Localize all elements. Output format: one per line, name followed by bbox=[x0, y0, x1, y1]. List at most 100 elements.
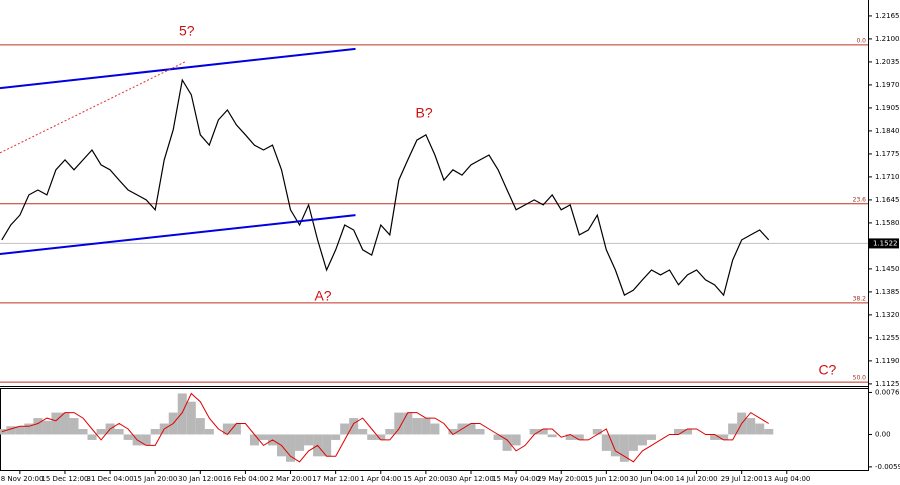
x-tick-label: 15 Jan 20:00 bbox=[133, 475, 177, 483]
x-tick-label: 30 Apr 12:00 bbox=[448, 475, 494, 483]
fib-level-label: 0.0 bbox=[856, 37, 866, 44]
oscillator-bar bbox=[304, 434, 314, 446]
oscillator-bar bbox=[610, 434, 620, 457]
oscillator-bar bbox=[231, 423, 241, 435]
oscillator-bar bbox=[394, 412, 404, 435]
y-tick-label: 1.1710 bbox=[875, 173, 900, 181]
y-tick-label: 1.1385 bbox=[875, 288, 900, 296]
oscillator-bar bbox=[358, 429, 368, 435]
oscillator-bar bbox=[222, 423, 232, 435]
oscillator-bar bbox=[646, 434, 656, 440]
oscillator-bar bbox=[385, 429, 395, 435]
oscillator-bar bbox=[195, 418, 205, 435]
oscillator-bar bbox=[710, 434, 720, 440]
oscillator-bar bbox=[412, 418, 422, 435]
oscillator-bar bbox=[746, 418, 756, 435]
oscillator-bar bbox=[204, 429, 214, 435]
oscillator-bar bbox=[448, 429, 458, 435]
oscillator-bar bbox=[502, 434, 512, 451]
wave-label: A? bbox=[314, 288, 331, 304]
oscillator-bar bbox=[177, 393, 187, 435]
oscillator-bar bbox=[24, 423, 34, 435]
oscillator-bar bbox=[367, 434, 377, 440]
fib-level-label: 23.6 bbox=[853, 196, 867, 203]
y-tick-label: 1.1190 bbox=[875, 357, 900, 365]
oscillator-bar bbox=[421, 418, 431, 435]
y-tick-label: 1.1840 bbox=[875, 127, 900, 135]
y-tick-label: 1.2165 bbox=[875, 12, 900, 20]
oscillator-bar bbox=[141, 434, 151, 446]
y-tick-label: 1.1970 bbox=[875, 81, 900, 89]
oscillator-bar bbox=[764, 429, 774, 435]
fib-level-label: 38.2 bbox=[853, 295, 867, 302]
oscillator-bar bbox=[403, 412, 413, 435]
oscillator-bar bbox=[547, 434, 557, 438]
x-tick-label: 2 Mar 20:00 bbox=[269, 475, 311, 483]
oscillator-bar bbox=[466, 423, 476, 435]
oscillator-bar bbox=[322, 434, 332, 457]
oscillator-bar bbox=[69, 418, 79, 435]
oscillator-bar bbox=[755, 423, 765, 435]
oscillator-bar bbox=[340, 423, 350, 435]
x-tick-label: 15 May 04:00 bbox=[492, 475, 540, 483]
wave-label: 5? bbox=[179, 23, 195, 39]
y-tick-label: 1.1255 bbox=[875, 334, 900, 342]
oscillator-bar bbox=[51, 412, 61, 435]
oscillator-bar bbox=[592, 429, 602, 435]
x-tick-label: 1 Apr 04:00 bbox=[360, 475, 401, 483]
x-tick-label: 29 May 20:00 bbox=[537, 475, 585, 483]
x-tick-label: 14 Jul 20:00 bbox=[676, 475, 718, 483]
oscillator-bar bbox=[150, 429, 160, 435]
x-tick-label: 15 Apr 20:00 bbox=[403, 475, 449, 483]
oscillator-bar bbox=[123, 434, 133, 440]
y-tick-label: 1.1775 bbox=[875, 150, 900, 158]
y-tick-label: 1.1125 bbox=[875, 380, 900, 388]
x-tick-label: 15 Dec 12:00 bbox=[41, 475, 88, 483]
y-tick-label: 0.00769 bbox=[875, 388, 900, 396]
oscillator-bar bbox=[430, 423, 440, 435]
y-tick-label: -0.00593 bbox=[875, 463, 900, 471]
oscillator-bar bbox=[42, 420, 52, 435]
x-tick-label: 30 Jun 04:00 bbox=[629, 475, 673, 483]
oscillator-bar bbox=[683, 429, 693, 435]
y-tick-label: 0.00 bbox=[875, 430, 891, 438]
oscillator-bar bbox=[87, 434, 97, 440]
oscillator-bar bbox=[186, 401, 196, 435]
oscillator-bar bbox=[258, 434, 268, 440]
oscillator-bar bbox=[6, 426, 16, 435]
oscillator-bar bbox=[33, 418, 43, 435]
x-tick-label: 15 Jun 12:00 bbox=[584, 475, 628, 483]
oscillator-bar bbox=[15, 426, 25, 435]
trendline bbox=[0, 214, 356, 256]
x-tick-label: 17 Mar 12:00 bbox=[312, 475, 359, 483]
oscillator-bar bbox=[538, 429, 548, 435]
oscillator-bar bbox=[331, 434, 341, 440]
y-tick-label: 1.2100 bbox=[875, 35, 900, 43]
fib-level-label: 50.0 bbox=[853, 375, 867, 382]
oscillator-bar bbox=[295, 434, 305, 451]
oscillator-bar bbox=[114, 429, 124, 435]
wave-label: C? bbox=[818, 361, 836, 377]
x-tick-label: 13 Aug 04:00 bbox=[763, 475, 810, 483]
oscillator-bar bbox=[78, 429, 88, 435]
trendline bbox=[0, 47, 356, 90]
oscillator-bar bbox=[674, 429, 684, 435]
oscillator-bar bbox=[376, 434, 386, 440]
oscillator-bar bbox=[565, 434, 575, 440]
oscillator-signal bbox=[1, 392, 769, 463]
y-tick-label: 1.1450 bbox=[875, 265, 900, 273]
oscillator-bar bbox=[60, 412, 70, 435]
y-tick-label: 1.2035 bbox=[875, 58, 900, 66]
x-tick-label: 16 Feb 04:00 bbox=[222, 475, 268, 483]
oscillator-bar bbox=[719, 434, 729, 440]
oscillator-bar bbox=[637, 434, 647, 446]
current-price-box bbox=[869, 238, 899, 249]
oscillator-bar bbox=[529, 429, 539, 435]
y-tick-label: 1.1320 bbox=[875, 311, 900, 319]
oscillator-bar bbox=[619, 434, 629, 462]
oscillator-bar bbox=[601, 434, 611, 451]
x-tick-label: 31 Dec 04:00 bbox=[87, 475, 134, 483]
oscillator-bar bbox=[475, 429, 485, 435]
